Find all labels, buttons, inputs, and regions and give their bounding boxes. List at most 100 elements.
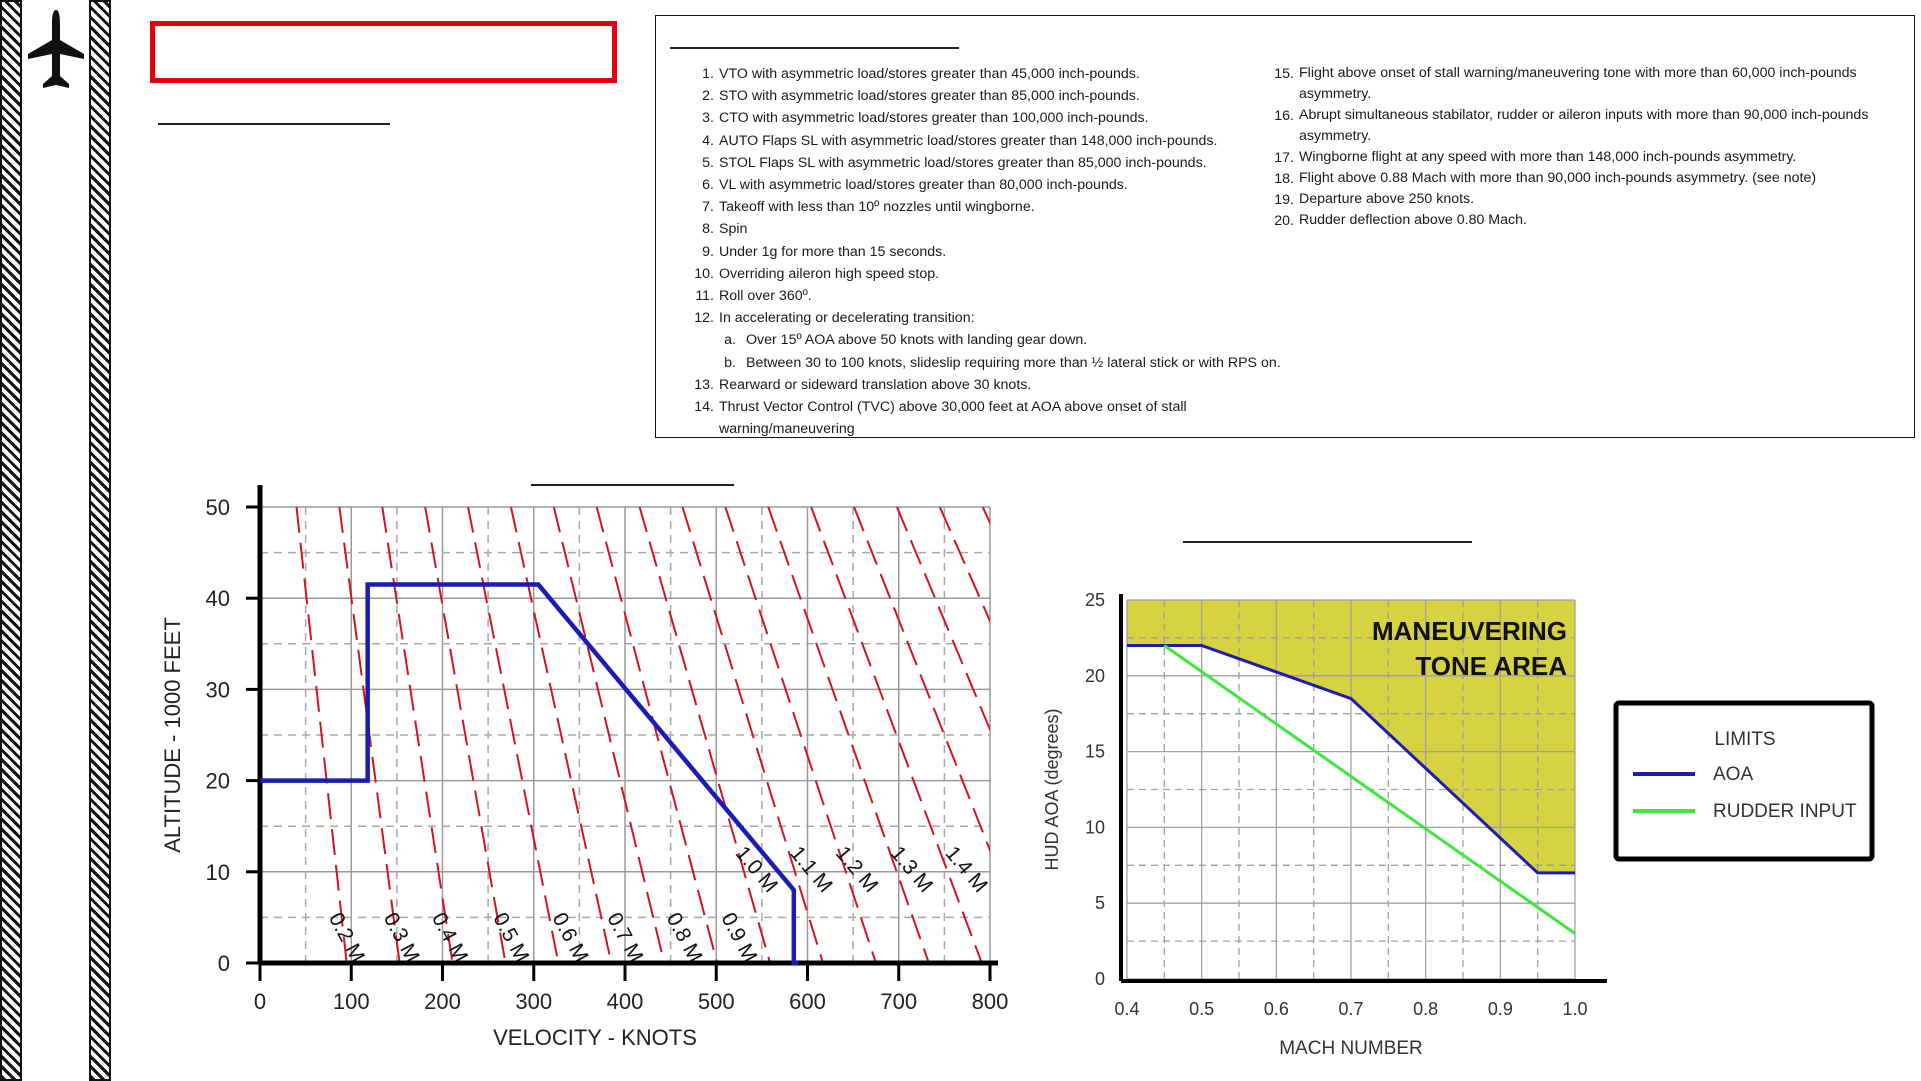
list-item: 8. Spin	[686, 218, 1311, 240]
y-tick-label: 10	[1085, 817, 1105, 837]
mach-line	[1017, 475, 1040, 507]
list-item: 17. Wingborne flight at any speed with mo…	[1266, 147, 1891, 168]
x-tick-label: 0.6	[1264, 999, 1289, 1019]
mach-line	[1017, 475, 1040, 507]
x-tick-label: 0.7	[1338, 999, 1363, 1019]
list-item-text: Rearward or sideward translation above 3…	[719, 376, 1032, 393]
section-heading-rule	[158, 123, 390, 125]
x-axis-label: VELOCITY - KNOTS	[493, 1025, 697, 1050]
list-item-text: Departure above 250 knots.	[1299, 191, 1475, 207]
list-item: 11. Roll over 360º.	[686, 285, 1311, 307]
list-item-text: Abrupt simultaneous stabilator, rudder o…	[1299, 107, 1869, 144]
y-tick-label: 20	[1085, 666, 1105, 686]
list-item: 16. Abrupt simultaneous stabilator, rudde…	[1266, 105, 1891, 147]
y-tick-label: 20	[206, 769, 230, 794]
list-item-number: 20.	[1274, 213, 1294, 229]
list-item-text: Over 15º AOA above 50 knots with landing…	[746, 332, 1088, 349]
title-box	[150, 21, 617, 83]
list-item-number: 11.	[695, 288, 714, 305]
list-item-number: a.	[724, 332, 736, 349]
y-tick-label: 15	[1085, 742, 1105, 762]
list-item-text: Flight above onset of stall warning/mane…	[1299, 65, 1857, 102]
list-item-text: VL with asymmetric load/stores greater t…	[719, 177, 1128, 194]
y-tick-label: 50	[206, 495, 230, 520]
list-item: 13. Rearward or sideward translation abov…	[686, 374, 1311, 396]
x-tick-label: 200	[424, 989, 461, 1014]
list-item-number: 12.	[694, 310, 714, 327]
list-item: 2. STO with asymmetric load/stores greate…	[686, 85, 1311, 107]
envelope-line	[260, 582, 799, 966]
list-item: 12. In accelerating or decelerating trans…	[686, 307, 1311, 329]
y-tick-label: 5	[1095, 893, 1105, 913]
y-tick-label: 40	[206, 586, 230, 611]
mach-line	[295, 507, 348, 963]
list-item: 18. Flight above 0.88 Mach with more than…	[1266, 168, 1891, 189]
list-item-number: 19.	[1274, 192, 1294, 208]
list-item-text: Thrust Vector Control (TVC) above 30,000…	[719, 399, 1187, 438]
x-tick-label: 0.9	[1488, 999, 1513, 1019]
y-axis-label: HUD AOA (degrees)	[1042, 708, 1062, 870]
list-item-text: VTO with asymmetric load/stores greater …	[719, 66, 1140, 82]
list-item-text: STOL Flaps SL with asymmetric load/store…	[719, 154, 1207, 171]
list-item-number: 4.	[702, 132, 714, 149]
list-item-text: Flight above 0.88 Mach with more than 90…	[1299, 170, 1817, 186]
mach-line	[681, 507, 824, 963]
list-item-text: In accelerating or decelerating transiti…	[719, 310, 975, 327]
list-item-number: 6.	[702, 177, 714, 194]
y-tick-label: 25	[1085, 590, 1105, 610]
page-footer-strip	[300, 1072, 1900, 1081]
list-item: 1. VTO with asymmetric load/stores greate…	[686, 63, 1311, 85]
mach-line	[1017, 490, 1025, 507]
rudder-input-line	[1163, 644, 1576, 935]
aircraft-icon	[28, 10, 84, 88]
mach-line	[595, 507, 719, 963]
x-axis-label: MACH NUMBER	[1279, 1038, 1423, 1059]
mach-line	[1017, 475, 1040, 507]
mach-line	[724, 507, 877, 963]
list-item-number: 16.	[1274, 108, 1294, 124]
list-item-text: Spin	[719, 221, 748, 238]
mach-line	[1017, 475, 1040, 507]
legend-entry: AOA	[1713, 764, 1753, 785]
list-item: 9. Under 1g for more than 15 seconds.	[686, 241, 1311, 263]
list-item-number: 13.	[694, 376, 714, 393]
list-item: 14. Thrust Vector Control (TVC) above 30,…	[686, 396, 1311, 440]
prohibited-maneuvers-panel: 1. VTO with asymmetric load/stores greate…	[655, 15, 1915, 438]
y-axis-label: ALTITUDE - 1000 FEET	[160, 617, 185, 853]
list-item-number: 18.	[1274, 171, 1294, 187]
list-item-number: 2.	[702, 88, 714, 105]
list-item-number: 9.	[702, 243, 714, 260]
legend-entry: RUDDER INPUT	[1713, 801, 1857, 822]
x-tick-label: 0.4	[1114, 999, 1139, 1019]
legend-title: LIMITS	[1714, 729, 1775, 750]
x-tick-label: 1.0	[1562, 999, 1587, 1019]
mach-label: 1.4 M	[941, 842, 992, 897]
aoa-line	[1127, 643, 1575, 875]
list-item-number: 3.	[702, 110, 714, 127]
mach-lines-group	[295, 475, 1040, 963]
list-item-text: STO with asymmetric load/stores greater …	[719, 88, 1140, 105]
mach-line	[552, 507, 666, 963]
list-item-text: Wingborne flight at any speed with more …	[1299, 149, 1797, 165]
list-item-text: CTO with asymmetric load/stores greater …	[719, 110, 1149, 127]
maneuver-list-left: 1. VTO with asymmetric load/stores greate…	[686, 63, 1311, 440]
list-item-text: Between 30 to 100 knots, slideslip requi…	[746, 354, 1281, 371]
list-item-text: Overriding aileron high speed stop.	[719, 265, 940, 282]
list-item: 3. CTO with asymmetric load/stores greate…	[686, 107, 1311, 129]
altitude-velocity-chart: 0.2 M 0.3 M 0.4 M 0.5 M 0.6 M 0.7 M 0.8 M 0.9 M…	[160, 475, 1040, 1050]
mach-line	[767, 507, 930, 963]
y-tick-label: 0	[218, 951, 230, 976]
mach-line	[853, 507, 990, 853]
x-tick-label: 0.8	[1413, 999, 1438, 1019]
maneuvering-annotation: TONE AREA	[1415, 651, 1567, 681]
list-item-number: 10.	[694, 265, 714, 282]
x-tick-label: 800	[972, 989, 1009, 1014]
x-tick-label: 700	[880, 989, 917, 1014]
list-item: 4. AUTO Flaps SL with asymmetric load/sto…	[686, 130, 1311, 152]
mach-line	[981, 507, 990, 526]
list-item-number: 8.	[702, 221, 714, 238]
list-item-text: Under 1g for more than 15 seconds.	[719, 243, 947, 260]
legend-box	[1613, 700, 1875, 862]
x-tick-label: 500	[698, 989, 735, 1014]
list-item: 15. Flight above onset of stall warning/m…	[1266, 63, 1891, 105]
